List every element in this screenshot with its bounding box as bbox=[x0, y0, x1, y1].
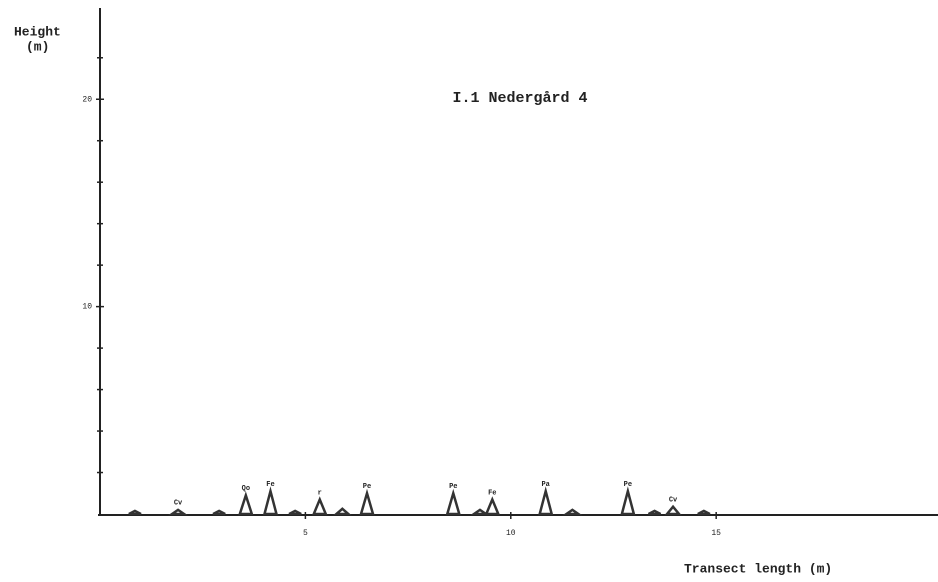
plant-label: Qo bbox=[242, 485, 250, 493]
x-axis-label: Transect length (m) bbox=[684, 561, 832, 576]
y-axis-unit: (m) bbox=[26, 39, 49, 54]
y-tick-label: 20 bbox=[82, 95, 92, 104]
plant-label: r bbox=[318, 489, 322, 497]
plant bbox=[172, 510, 184, 514]
plant-label: Pe bbox=[449, 483, 457, 491]
plant bbox=[622, 491, 634, 514]
plant-label: Pa bbox=[541, 481, 550, 489]
plant bbox=[213, 511, 225, 514]
plant bbox=[336, 509, 348, 514]
plant bbox=[289, 511, 301, 514]
plant bbox=[474, 510, 486, 514]
plant bbox=[314, 499, 326, 514]
plant-label: Pe bbox=[624, 481, 632, 489]
y-tick-label: 10 bbox=[82, 303, 92, 312]
chart-title: I.1 Nedergård 4 bbox=[452, 90, 587, 107]
y-axis-label: Height bbox=[14, 24, 61, 39]
plant bbox=[649, 511, 661, 514]
plant bbox=[447, 493, 459, 514]
plant bbox=[240, 495, 252, 514]
plant bbox=[667, 507, 679, 514]
plant bbox=[698, 511, 710, 514]
plant bbox=[264, 491, 276, 514]
x-tick-label: 5 bbox=[303, 529, 308, 538]
plant bbox=[361, 493, 373, 514]
plant-label: Fe bbox=[266, 481, 274, 489]
plant bbox=[486, 499, 498, 514]
plant-label: Pe bbox=[363, 483, 371, 491]
x-tick-label: 15 bbox=[711, 529, 721, 538]
plant-label: Cv bbox=[669, 497, 678, 505]
plant-label: Cv bbox=[174, 500, 183, 508]
chart: I.1 Nedergård 4 Height (m) Transect leng… bbox=[0, 0, 938, 582]
plant-label: Fe bbox=[488, 489, 496, 497]
x-tick-label: 10 bbox=[506, 529, 516, 538]
plant bbox=[129, 511, 141, 514]
plant bbox=[566, 510, 578, 514]
plant bbox=[540, 491, 552, 514]
